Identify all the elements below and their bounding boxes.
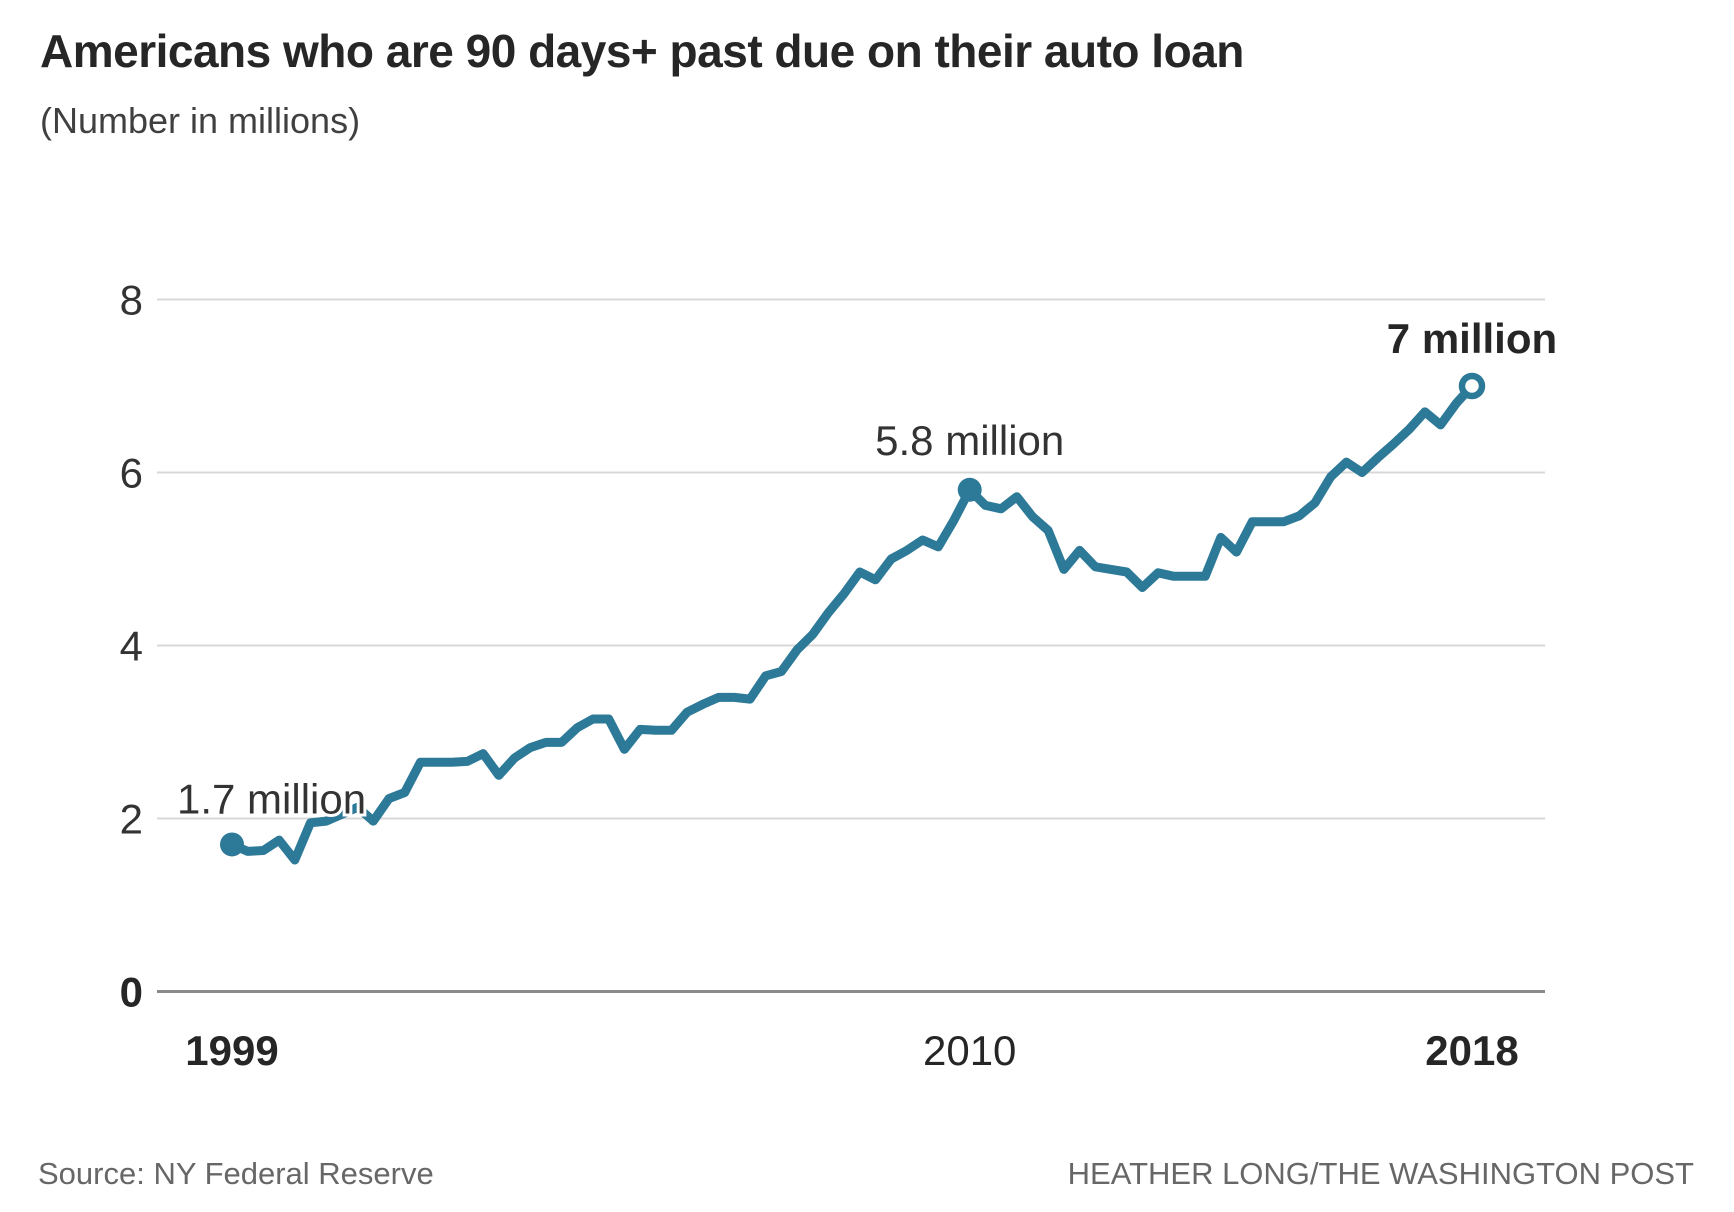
data-point-marker xyxy=(220,832,244,857)
y-tick-label: 6 xyxy=(120,450,143,497)
x-tick-label: 2018 xyxy=(1425,1027,1518,1074)
chart-subtitle: (Number in millions) xyxy=(40,100,361,141)
y-tick-label: 4 xyxy=(120,623,143,670)
x-tick-label: 1999 xyxy=(185,1027,278,1074)
data-line xyxy=(227,381,1477,865)
credit-byline: HEATHER LONG/THE WASHINGTON POST xyxy=(1067,1156,1694,1191)
data-point-marker xyxy=(957,477,982,502)
y-tick-label: 2 xyxy=(120,796,143,843)
page-title: Americans who are 90 days+ past due on t… xyxy=(40,25,1244,77)
annotation-label: 7 million xyxy=(1387,315,1557,362)
x-tick-label: 2010 xyxy=(923,1027,1016,1074)
y-tick-label: 0 xyxy=(120,969,143,1016)
end-point-marker xyxy=(1458,372,1486,400)
annotation-label: 1.7 million xyxy=(177,775,366,822)
source-note: Source: NY Federal Reserve xyxy=(38,1156,434,1191)
y-tick-label: 8 xyxy=(120,277,143,324)
annotation-label: 5.8 million xyxy=(875,417,1064,464)
